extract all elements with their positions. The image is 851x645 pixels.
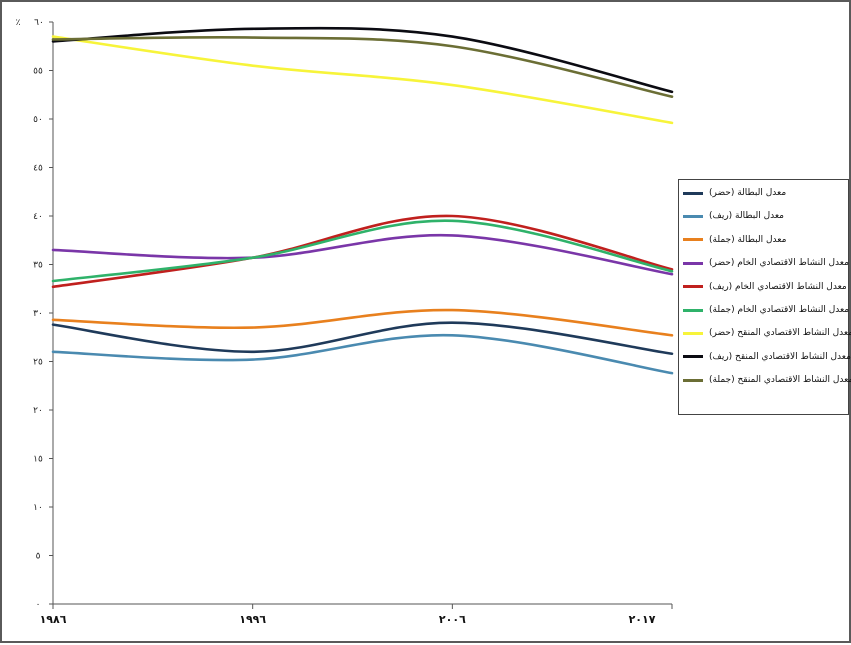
legend-item: معدل النشاط الاقتصادي المنقح (حضر): [677, 323, 851, 343]
chart-axes: [52, 22, 672, 605]
legend-swatch: [683, 355, 703, 359]
series-line-6: [51, 219, 674, 283]
legend-swatch: [683, 308, 703, 312]
legend-item: معدل البطالة (حضر): [677, 183, 848, 203]
y-tick-label: ٥: [36, 552, 41, 562]
series-line-2: [51, 333, 674, 375]
legend-swatch: [683, 261, 703, 265]
y-tick-label: ٤٠: [33, 212, 43, 222]
legend-swatch: [683, 214, 703, 218]
x-tick-label: ١٩٩٦: [239, 613, 266, 626]
legend-swatch: [683, 191, 703, 195]
series-line-5: [51, 214, 674, 289]
y-tick-label: ١٠: [33, 503, 43, 513]
legend-swatch: [683, 378, 703, 382]
series-line-4: [51, 233, 674, 276]
y-tick-label: ٤٥: [33, 164, 43, 174]
legend-swatch: [683, 331, 703, 335]
legend-label: معدل البطالة (حضر): [709, 188, 787, 198]
x-tick-label: ٢٠٠٦: [439, 613, 466, 626]
y-tick-label: ٢٠: [33, 406, 43, 416]
y-unit-label: ٪: [16, 18, 21, 28]
x-tick-label: ١٩٨٦: [40, 613, 67, 626]
legend-label: معدل البطالة (جملة): [709, 234, 787, 245]
legend-item: معدل البطالة (ريف): [677, 206, 848, 226]
series-line-3: [51, 308, 674, 337]
series-line-7: [51, 35, 674, 125]
legend-label: معدل النشاط الاقتصادي الخام (حضر): [709, 258, 849, 269]
legend-label: معدل النشاط الاقتصادي المنقح (حضر): [709, 328, 851, 339]
legend-label: معدل النشاط الاقتصادي الخام (جملة): [709, 305, 850, 315]
legend-label: معدل النشاط الاقتصادي المنقح (ريف): [709, 351, 851, 362]
chart-legend: معدل البطالة (حضر) معدل البطالة (ريف) معدل…: [677, 179, 851, 415]
y-tick-label: ٦٠: [34, 18, 44, 28]
legend-label: معدل النشاط الاقتصادي المنقح (جملة): [709, 375, 851, 386]
legend-item: معدل النشاط الاقتصادي الخام (ريف): [677, 277, 848, 297]
y-tick-label: ٥٥: [33, 67, 43, 77]
y-tick-label: ٠: [36, 600, 41, 610]
y-ticks: ٠ ٥ ١٠ ١٥ ٢٠ ٢٥ ٣٠ ٣٥ ٤٠ ٤٥ ٥٠ ٥٥ ٦٠: [33, 18, 53, 610]
series-line-8: [51, 26, 674, 94]
legend-item: معدل النشاط الاقتصادي الخام (حضر): [677, 253, 849, 273]
x-tick-label: ٢٠١٧: [629, 613, 656, 626]
legend-swatch: [683, 238, 703, 242]
x-ticks: ١٩٨٦ ١٩٩٦ ٢٠٠٦ ٢٠١٧: [40, 604, 673, 626]
y-tick-label: ٢٥: [33, 358, 43, 368]
legend-label: معدل النشاط الاقتصادي الخام (ريف): [709, 281, 847, 292]
series-line-9: [51, 35, 674, 98]
y-tick-label: ٣٥: [33, 261, 43, 271]
legend-label: معدل البطالة (ريف): [709, 211, 784, 222]
legend-item: معدل النشاط الاقتصادي المنقح (ريف): [677, 347, 851, 367]
legend-swatch: [683, 285, 703, 289]
y-tick-label: ٣٠: [33, 309, 43, 319]
legend-item: معدل البطالة (جملة): [677, 230, 848, 250]
y-tick-label: ١٥: [33, 455, 43, 465]
legend-item: معدل النشاط الاقتصادي الخام (جملة): [677, 300, 850, 320]
y-tick-label: ٥٠: [33, 115, 43, 125]
series-line-1: [51, 321, 674, 356]
legend-item: معدل النشاط الاقتصادي المنقح (جملة): [677, 370, 851, 390]
series-lines: [51, 26, 674, 375]
